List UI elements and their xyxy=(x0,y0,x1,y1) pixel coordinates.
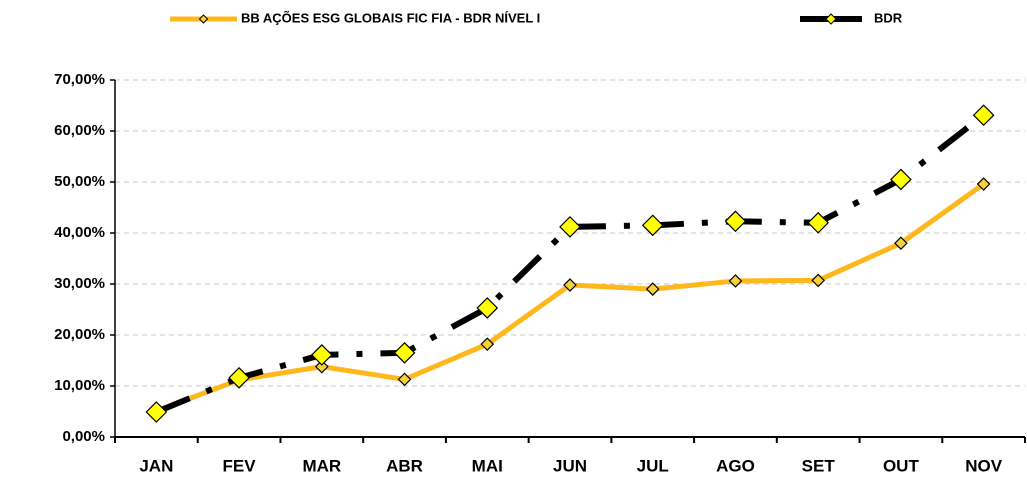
point xyxy=(807,211,830,234)
point xyxy=(972,104,995,127)
x-tick-label: ABR xyxy=(386,456,423,475)
legend-marker xyxy=(825,13,837,25)
x-tick-label: SET xyxy=(802,456,836,475)
point xyxy=(145,401,168,423)
point xyxy=(314,359,329,374)
point xyxy=(476,297,499,319)
y-tick-label: 0,00% xyxy=(62,428,105,445)
y-tick-label: 20,00% xyxy=(54,326,105,343)
legend-label: BDR xyxy=(874,10,903,25)
point xyxy=(228,366,250,389)
x-tick-label: MAR xyxy=(302,456,341,475)
point xyxy=(563,278,577,292)
y-tick-label: 50,00% xyxy=(54,173,105,190)
x-tick-label: OUT xyxy=(883,456,920,475)
x-tick-label: MAI xyxy=(472,456,503,475)
point xyxy=(811,273,826,288)
legend-label: BB AÇÕES ESG GLOBAIS FIC FIA - BDR NÍVEL… xyxy=(241,10,540,25)
x-tick-label: NOV xyxy=(965,456,1003,475)
point xyxy=(976,177,991,191)
point xyxy=(645,282,660,296)
x-tick-label: JUL xyxy=(637,456,669,475)
point xyxy=(894,236,908,251)
y-tick-label: 30,00% xyxy=(54,275,105,292)
y-tick-label: 40,00% xyxy=(54,224,105,241)
x-tick-label: JAN xyxy=(139,456,173,475)
point xyxy=(724,210,747,233)
point xyxy=(397,372,412,387)
y-tick-label: 70,00% xyxy=(54,71,105,88)
point xyxy=(728,274,743,288)
point xyxy=(310,344,333,366)
x-tick-label: FEV xyxy=(223,456,257,475)
point xyxy=(641,214,664,237)
point xyxy=(559,216,581,238)
point xyxy=(393,342,416,364)
legend-marker xyxy=(198,14,209,24)
x-tick-label: AGO xyxy=(716,456,755,475)
y-tick-label: 10,00% xyxy=(54,377,105,394)
x-tick-label: JUN xyxy=(553,456,587,475)
point xyxy=(480,337,495,352)
point xyxy=(890,168,912,191)
y-tick-label: 60,00% xyxy=(54,122,105,139)
